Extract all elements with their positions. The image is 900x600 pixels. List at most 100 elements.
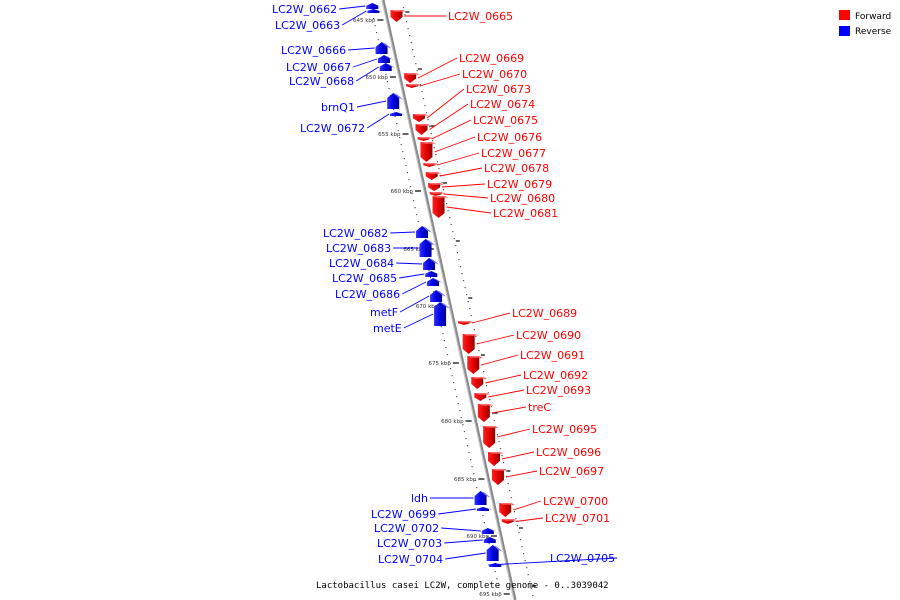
gene-label[interactable]: LC2W_0689 — [512, 307, 577, 320]
gene-glyph[interactable] — [366, 3, 383, 9]
gene-label[interactable]: LC2W_0670 — [462, 68, 527, 81]
gene-label[interactable]: LC2W_0678 — [484, 162, 549, 175]
gene-top — [501, 519, 518, 521]
gene-label[interactable]: LC2W_0705 — [550, 552, 615, 565]
gene-label[interactable]: LC2W_0665 — [448, 10, 513, 23]
gene-label[interactable]: metF — [370, 306, 398, 319]
gene-glyph[interactable] — [416, 226, 433, 238]
gene-label[interactable]: LC2W_0697 — [539, 465, 604, 478]
gene-label[interactable]: LC2W_0669 — [459, 52, 524, 65]
gene-glyph[interactable] — [390, 10, 407, 22]
gene-glyph[interactable] — [415, 124, 432, 135]
gene-label[interactable]: LC2W_0704 — [378, 553, 443, 566]
track-dot — [449, 217, 451, 219]
gene-glyph[interactable] — [432, 196, 449, 218]
gene-label[interactable]: LC2W_0663 — [275, 19, 340, 32]
gene-label[interactable]: treC — [528, 401, 551, 414]
gene-label[interactable]: LC2W_0662 — [272, 3, 337, 16]
gene-label[interactable]: metE — [373, 322, 402, 335]
gene-label[interactable]: LC2W_0673 — [466, 83, 531, 96]
gene-label[interactable]: LC2W_0702 — [374, 522, 439, 535]
gene-label[interactable]: ldh — [411, 492, 428, 505]
gene-glyph[interactable] — [429, 192, 446, 196]
gene-label[interactable]: LC2W_0674 — [470, 98, 535, 111]
gene-glyph[interactable] — [474, 491, 491, 505]
track-dot — [499, 448, 502, 450]
gene-glyph[interactable] — [423, 163, 440, 167]
gene-label[interactable]: LC2W_0677 — [481, 147, 546, 160]
gene-label[interactable]: LC2W_0700 — [543, 495, 608, 508]
gene-glyph[interactable] — [430, 290, 447, 302]
gene-glyph[interactable] — [417, 137, 434, 141]
gene-glyph[interactable] — [501, 519, 518, 524]
gene-glyph[interactable] — [491, 469, 508, 485]
gene-glyph[interactable] — [487, 452, 504, 466]
gene-glyph[interactable] — [434, 302, 451, 326]
legend-reverse-swatch — [839, 26, 850, 36]
gene-label[interactable]: LC2W_0695 — [532, 423, 597, 436]
gene-label[interactable]: LC2W_0681 — [493, 207, 558, 220]
gene-label[interactable]: LC2W_0685 — [332, 272, 397, 285]
gene-label[interactable]: brnQ1 — [321, 101, 355, 114]
gene-glyph[interactable] — [420, 142, 437, 162]
label-leader — [513, 500, 542, 511]
gene-glyph[interactable] — [462, 334, 479, 354]
label-leader — [501, 451, 535, 460]
gene-body — [462, 334, 475, 354]
gene-label[interactable]: LC2W_0668 — [289, 75, 354, 88]
gene-label[interactable]: LC2W_0684 — [329, 257, 394, 270]
map-caption: Lactobacillus casei LC2W, complete genom… — [316, 581, 609, 591]
track-dot — [416, 70, 418, 72]
gene-label[interactable]: LC2W_0667 — [286, 61, 351, 74]
scale-tick-label: 690 kbp — [466, 534, 489, 540]
gene-glyph[interactable] — [474, 393, 491, 401]
track-dot — [385, 74, 387, 76]
track-dot — [394, 116, 396, 118]
gene-glyph[interactable] — [412, 114, 429, 122]
gene-top — [412, 114, 429, 116]
gene-label[interactable]: LC2W_0701 — [545, 512, 610, 525]
gene-label[interactable]: LC2W_0679 — [487, 178, 552, 191]
gene-glyph[interactable] — [481, 528, 498, 534]
gene-glyph[interactable] — [375, 42, 392, 54]
gene-label[interactable]: LC2W_0666 — [281, 44, 346, 57]
gene-glyph[interactable] — [425, 271, 442, 277]
gene-glyph[interactable] — [404, 73, 421, 83]
gene-glyph[interactable] — [423, 258, 440, 270]
gene-glyph[interactable] — [377, 55, 394, 63]
gene-glyph[interactable] — [405, 84, 422, 88]
gene-glyph[interactable] — [427, 278, 444, 286]
gene-label[interactable]: LC2W_0680 — [490, 192, 555, 205]
gene-label[interactable]: LC2W_0672 — [300, 122, 365, 135]
gene-glyph[interactable] — [390, 112, 407, 116]
gene-glyph[interactable] — [467, 356, 484, 374]
gene-label[interactable]: LC2W_0703 — [377, 537, 442, 550]
gene-label[interactable]: LC2W_0675 — [473, 114, 538, 127]
gene-glyph[interactable] — [458, 321, 475, 325]
gene-label[interactable]: LC2W_0699 — [371, 508, 436, 521]
gene-glyph[interactable] — [499, 503, 516, 517]
label-leader — [396, 262, 423, 265]
gene-glyph[interactable] — [367, 9, 384, 13]
gene-glyph[interactable] — [476, 507, 493, 511]
gene-top — [383, 55, 394, 61]
gene-label[interactable]: LC2W_0696 — [536, 446, 601, 459]
gene-glyph[interactable] — [428, 183, 445, 191]
gene-label[interactable]: LC2W_0676 — [477, 131, 542, 144]
gene-label[interactable]: LC2W_0690 — [516, 329, 581, 342]
gene-glyph[interactable] — [477, 404, 494, 422]
gene-glyph[interactable] — [483, 537, 500, 543]
gene-glyph[interactable] — [379, 63, 396, 71]
gene-glyph[interactable] — [483, 426, 500, 448]
gene-glyph[interactable] — [387, 93, 404, 109]
gene-label[interactable]: LC2W_0682 — [323, 227, 388, 240]
gene-glyph[interactable] — [471, 377, 488, 389]
gene-label[interactable]: LC2W_0692 — [523, 369, 588, 382]
gene-glyph[interactable] — [425, 172, 442, 180]
gene-label[interactable]: LC2W_0691 — [520, 349, 585, 362]
gene-label[interactable]: LC2W_0686 — [335, 288, 400, 301]
gene-glyph[interactable] — [419, 239, 436, 257]
gene-label[interactable]: LC2W_0693 — [526, 384, 591, 397]
gene-label[interactable]: LC2W_0683 — [326, 242, 391, 255]
gene-glyph[interactable] — [486, 545, 503, 561]
